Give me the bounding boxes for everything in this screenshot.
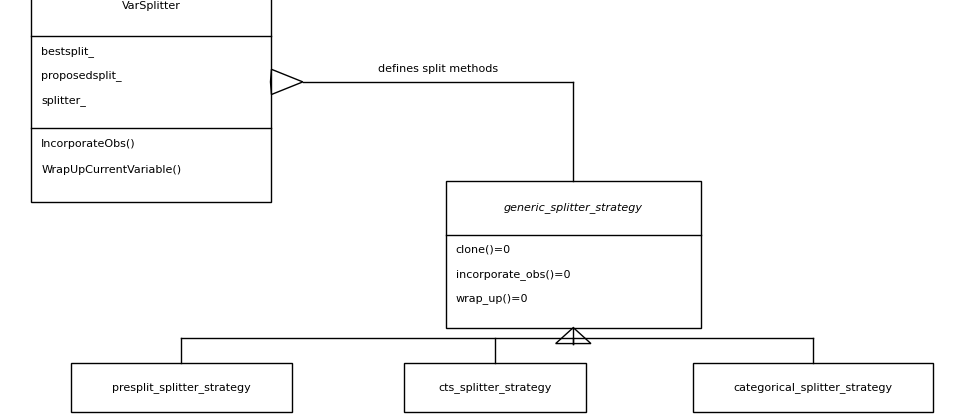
Text: cts_splitter_strategy: cts_splitter_strategy xyxy=(438,382,552,393)
FancyBboxPatch shape xyxy=(31,0,271,202)
Text: generic_splitter_strategy: generic_splitter_strategy xyxy=(504,202,643,213)
Text: presplit_splitter_strategy: presplit_splitter_strategy xyxy=(112,382,251,393)
Text: VarSplitter: VarSplitter xyxy=(122,1,181,11)
Text: IncorporateObs(): IncorporateObs() xyxy=(41,139,136,149)
FancyBboxPatch shape xyxy=(404,363,585,412)
FancyBboxPatch shape xyxy=(446,181,701,328)
FancyBboxPatch shape xyxy=(694,363,933,412)
Text: defines split methods: defines split methods xyxy=(378,64,498,74)
Text: wrap_up()=0: wrap_up()=0 xyxy=(456,293,528,304)
Text: proposedsplit_: proposedsplit_ xyxy=(41,71,122,81)
Text: bestsplit_: bestsplit_ xyxy=(41,46,94,57)
Text: categorical_splitter_strategy: categorical_splitter_strategy xyxy=(734,382,893,393)
Text: splitter_: splitter_ xyxy=(41,95,86,106)
Text: incorporate_obs()=0: incorporate_obs()=0 xyxy=(456,269,570,280)
Text: WrapUpCurrentVariable(): WrapUpCurrentVariable() xyxy=(41,165,181,175)
FancyBboxPatch shape xyxy=(71,363,292,412)
Text: clone()=0: clone()=0 xyxy=(456,244,511,255)
